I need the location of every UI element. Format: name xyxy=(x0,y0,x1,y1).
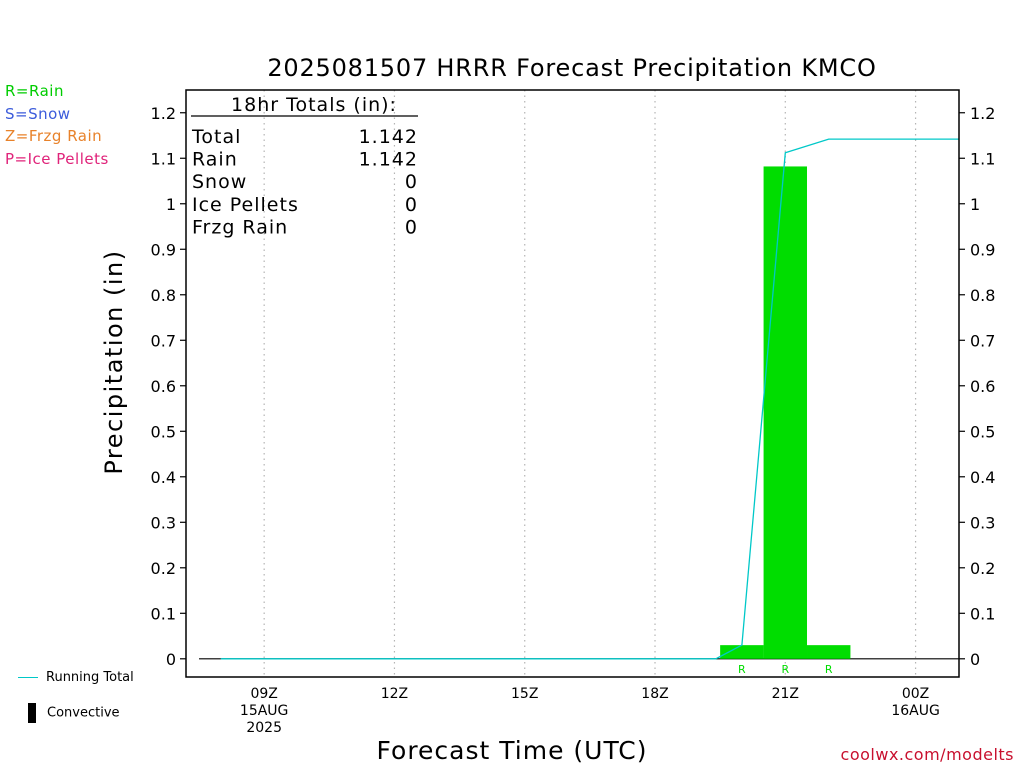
totals-box: 18hr Totals (in): Total 1.142 Rain 1.142 Snow… xyxy=(191,94,418,238)
y-tick-label-right: 0.3 xyxy=(970,513,995,532)
running-total-swatch xyxy=(18,677,38,678)
y-tick-label-right: 0 xyxy=(970,650,980,669)
legend-rain: R=Rain xyxy=(5,82,64,100)
running-total-layer xyxy=(220,138,959,660)
convective-legend: Convective xyxy=(28,703,120,723)
legend-ice-pellets: P=Ice Pellets xyxy=(5,149,109,168)
x-tick-label: 21Z xyxy=(772,686,799,702)
y-tick-label-right: 0.5 xyxy=(970,422,995,441)
y-tick-label-right: 0.7 xyxy=(970,331,995,350)
chart-title: 2025081507 HRRR Forecast Precipitation K… xyxy=(267,54,876,82)
y-axis-label: Precipitation (in) xyxy=(100,249,128,474)
legend-snow: S=Snow xyxy=(5,104,71,123)
y-tick-label-right: 1.1 xyxy=(970,149,995,168)
convective-swatch xyxy=(28,703,36,723)
grid-layer xyxy=(199,90,959,677)
y-tick-label-left: 1.2 xyxy=(151,104,176,123)
y-tick-label-left: 0.6 xyxy=(151,377,176,396)
y-tick-label-left: 0.9 xyxy=(151,240,176,259)
totals-row-label: Rain xyxy=(192,149,238,171)
axis-layer xyxy=(180,89,965,678)
y-tick-label-left: 0.7 xyxy=(151,331,176,350)
running-total-label: Running Total xyxy=(46,670,134,685)
y-tick-label-right: 1 xyxy=(970,195,980,214)
precip-bar xyxy=(720,645,764,659)
totals-row-value: 1.142 xyxy=(359,149,418,171)
totals-row-label: Total xyxy=(191,126,241,148)
bar-type-label: R xyxy=(781,663,789,676)
site-link[interactable]: coolwx.com/modelts xyxy=(840,745,1014,764)
y-tick-label-left: 0.1 xyxy=(151,604,176,623)
totals-header: 18hr Totals (in): xyxy=(231,94,397,116)
y-tick-label-right: 0.6 xyxy=(970,377,995,396)
x-tick-label: 18Z xyxy=(641,686,668,702)
y-tick-label-left: 0.4 xyxy=(151,468,176,487)
x-tick-label: 16AUG xyxy=(891,703,940,719)
x-tick-label: 00Z xyxy=(902,686,929,702)
x-tick-label: 15Z xyxy=(511,686,538,702)
y-tick-label-right: 0.4 xyxy=(970,468,995,487)
y-tick-label-left: 0.3 xyxy=(151,513,176,532)
bar-type-label: R xyxy=(738,663,746,676)
running-total-legend: Running Total xyxy=(18,670,134,685)
x-tick-label: 09Z xyxy=(250,686,277,702)
y-tick-label-right: 1.2 xyxy=(970,104,995,123)
y-tick-label-right: 0.1 xyxy=(970,604,995,623)
totals-row-label: Frzg Rain xyxy=(192,216,288,238)
totals-row-value: 0 xyxy=(405,216,418,238)
y-tick-label-left: 0.5 xyxy=(151,422,176,441)
x-tick-label: 15AUG xyxy=(240,703,289,719)
y-tick-label-right: 0.9 xyxy=(970,240,995,259)
bars-layer xyxy=(720,166,851,659)
x-axis-label: Forecast Time (UTC) xyxy=(377,736,648,765)
precip-type-legend: R=Rain S=Snow Z=Frzg Rain P=Ice Pellets xyxy=(5,80,109,170)
plot-frame xyxy=(185,89,960,678)
totals-row-value: 0 xyxy=(405,194,418,216)
y-tick-label-left: 0 xyxy=(166,650,176,669)
y-tick-label-left: 1 xyxy=(166,195,176,214)
convective-label: Convective xyxy=(47,705,120,721)
y-tick-label-right: 0.2 xyxy=(970,559,995,578)
y-tick-label-right: 0.8 xyxy=(970,286,995,305)
bar-type-label: R xyxy=(825,663,833,676)
y-tick-label-left: 1.1 xyxy=(151,149,176,168)
y-tick-label-left: 0.8 xyxy=(151,286,176,305)
totals-row-label: Snow xyxy=(192,171,247,193)
x-tick-label: 2025 xyxy=(246,720,282,736)
totals-row-value: 0 xyxy=(405,171,418,193)
y-tick-label-left: 0.2 xyxy=(151,559,176,578)
precip-bar xyxy=(807,645,851,659)
totals-row-label: Ice Pellets xyxy=(192,194,299,216)
legend-freezing-rain: Z=Frzg Rain xyxy=(5,127,103,145)
text-layer: R R R0 00.1 0.10.2 0.20.3 0.30.4 0.40.5 0.50.6 0.… xyxy=(100,54,995,765)
x-tick-label: 12Z xyxy=(381,686,408,702)
running-total-line xyxy=(220,138,959,660)
totals-row-value: 1.142 xyxy=(359,126,418,148)
precip-bar xyxy=(763,166,808,659)
